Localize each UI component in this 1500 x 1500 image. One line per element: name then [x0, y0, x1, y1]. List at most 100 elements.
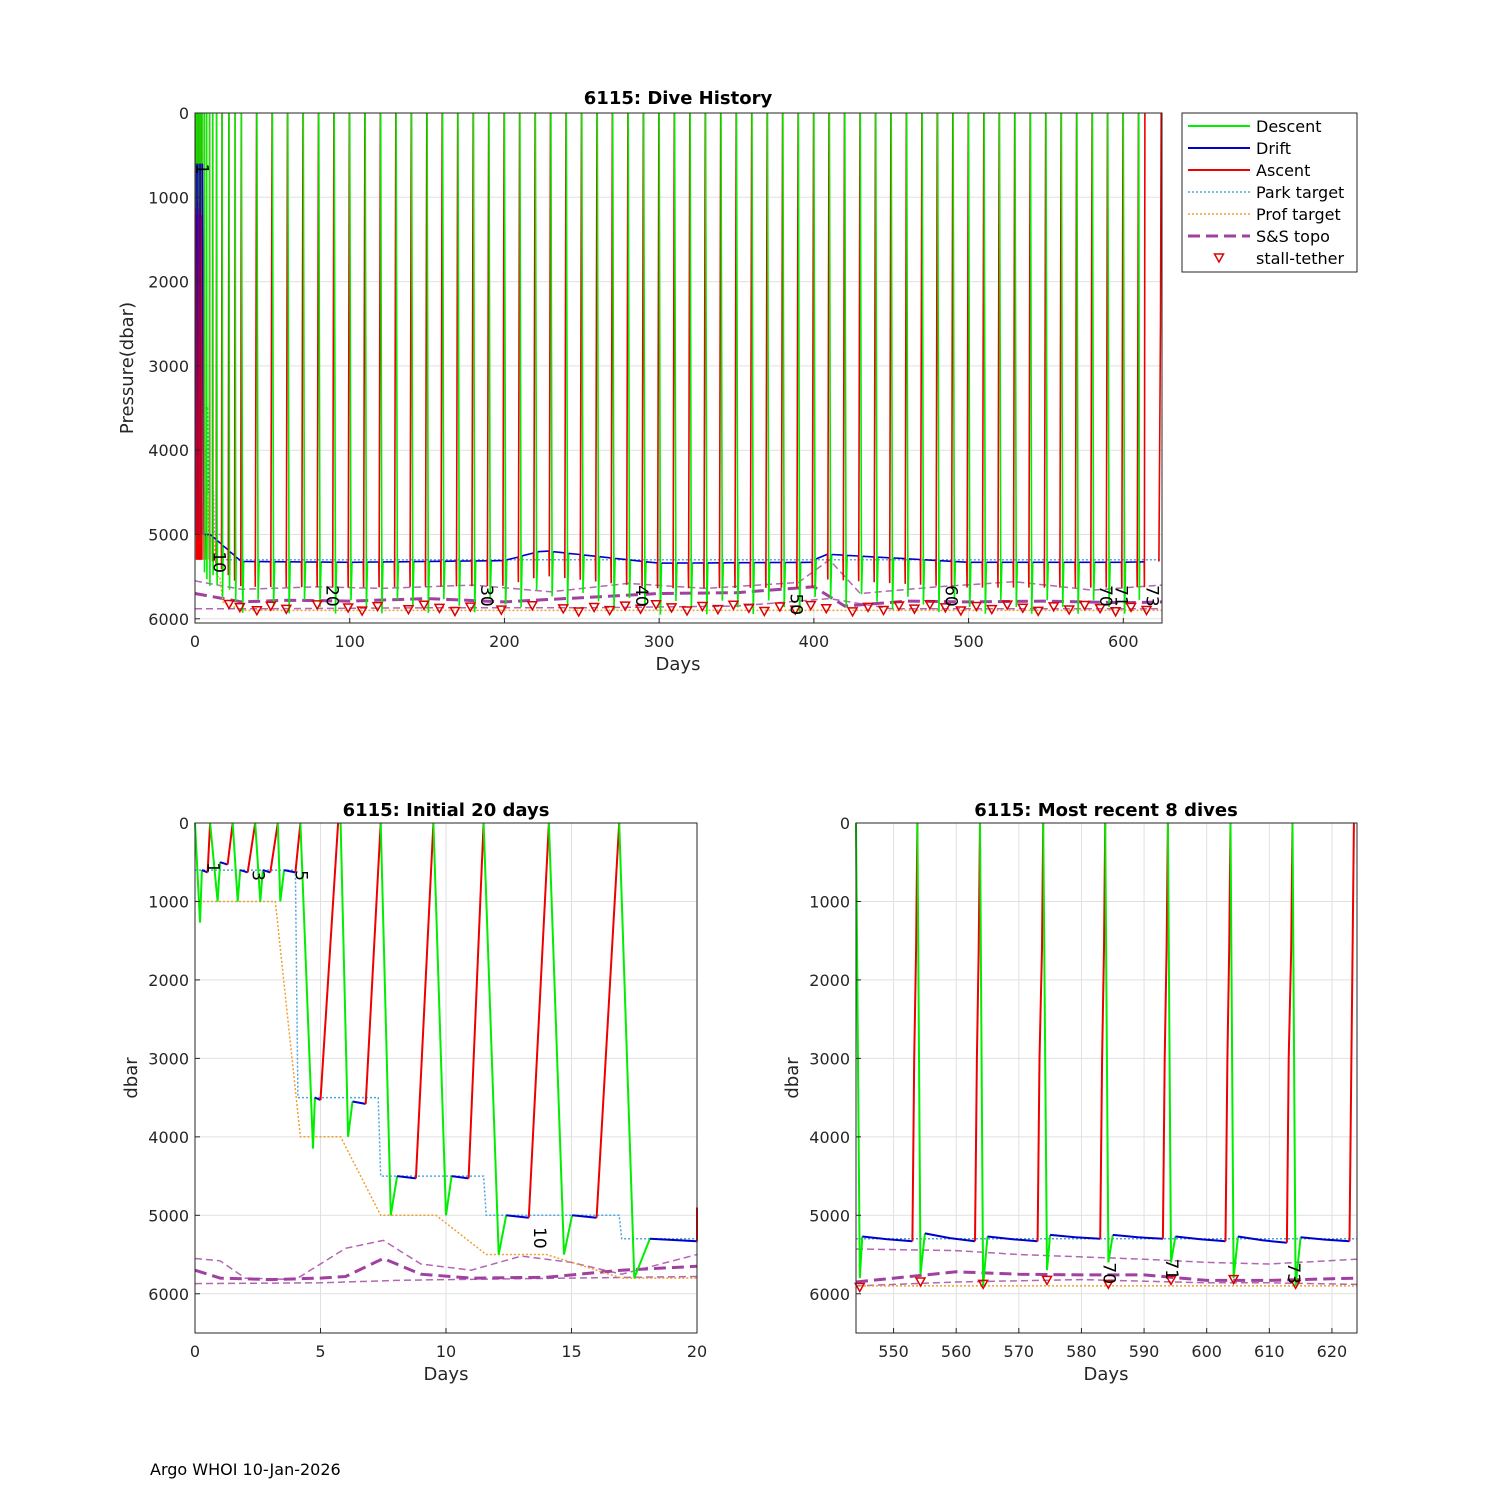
history-descent-line — [828, 112, 833, 600]
initial-prof-target-line — [195, 900, 697, 1279]
history-descent-line — [1122, 112, 1127, 614]
history-dive-number-label: 73 — [1142, 585, 1162, 607]
history-stall-tether-marker — [1125, 602, 1137, 613]
history-x-tick-label: 100 — [334, 632, 365, 651]
legend-stall-tether-swatch — [1213, 253, 1225, 264]
history-ascent-line — [517, 112, 521, 583]
history-descent-line — [441, 112, 446, 600]
history-descent-line — [240, 112, 245, 613]
history-descent-line — [534, 112, 539, 590]
history-descent-line — [221, 112, 224, 598]
history-stall-tether-marker — [696, 601, 709, 613]
legend-items: Descent Drift Ascent Park target Prof target… — [1188, 117, 1344, 268]
history-stall-tether-marker — [986, 604, 998, 616]
history-ascent-line — [439, 112, 443, 587]
history-stall-tether-marker — [712, 604, 724, 616]
recent-descent-line — [1166, 822, 1177, 1263]
history-ascent-line — [656, 112, 660, 589]
initial-ascent-line — [269, 822, 279, 873]
recent-x-tick-label: 570 — [1004, 1342, 1035, 1361]
initial-x-tick-label: 5 — [315, 1342, 325, 1361]
recent-x-tick-label: 590 — [1129, 1342, 1160, 1361]
history-descent-line — [472, 112, 477, 613]
history-x-tick-label: 600 — [1108, 632, 1139, 651]
history-descent-line — [318, 112, 322, 607]
recent-stall-tether-marker — [1041, 1275, 1053, 1286]
history-stall-tether-marker — [970, 601, 983, 613]
history-dive-number-label: 71 — [1111, 585, 1131, 607]
history-stall-tether-marker — [1016, 603, 1029, 614]
history-drift-line — [229, 551, 235, 557]
recent-descent-line — [1042, 822, 1052, 1271]
dive-history-ticks: 0 100 200 300 400 500 600010002000300040005000… — [148, 104, 1138, 651]
initial-y-tick-label: 6000 — [148, 1285, 189, 1304]
initial-ascent-line — [527, 822, 550, 1218]
history-descent-line — [905, 112, 910, 597]
initial-topo-upper-line — [194, 1239, 698, 1281]
history-ascent-line — [316, 112, 320, 588]
history-ascent-line — [470, 112, 474, 587]
history-stall-tether-marker — [665, 603, 678, 614]
recent-dives-data: 70 71 73 — [853, 822, 1358, 1294]
recent-y-tick-label: 3000 — [809, 1049, 850, 1068]
history-descent-line — [921, 112, 926, 605]
history-descent-line — [208, 112, 211, 586]
history-ascent-line — [1027, 112, 1031, 588]
history-stall-tether-marker — [342, 603, 354, 614]
initial-ascent-line — [294, 822, 302, 873]
history-descent-line — [813, 112, 817, 597]
history-drift-line — [847, 554, 859, 557]
history-ascent-line — [610, 112, 614, 584]
initial-y-tick-label: 3000 — [148, 1049, 189, 1068]
history-descent-line — [611, 112, 616, 610]
history-descent-line — [212, 112, 215, 576]
initial-descent-line — [618, 822, 651, 1279]
initial-x-tick-label: 0 — [190, 1342, 200, 1361]
history-stall-tether-marker — [251, 605, 263, 617]
history-descent-line — [503, 112, 508, 605]
footer-credit: Argo WHOI 10-Jan-2026 — [150, 1460, 341, 1479]
history-descent-line — [581, 112, 585, 594]
history-drift-line — [553, 550, 565, 554]
history-x-tick-label: 300 — [644, 632, 675, 651]
history-ascent-line — [269, 112, 273, 588]
history-ascent-line — [486, 112, 490, 587]
history-drift-line — [908, 558, 921, 561]
initial-descent-line — [231, 822, 242, 902]
recent-y-tick-label: 2000 — [809, 971, 850, 990]
initial-descent-line — [299, 822, 316, 1149]
history-stall-tether-marker — [265, 601, 277, 612]
history-stall-tether-marker — [1078, 600, 1091, 612]
history-stall-tether-marker — [805, 600, 817, 612]
history-stall-tether-marker — [1063, 605, 1075, 616]
history-y-tick-label: 0 — [179, 104, 189, 123]
history-stall-tether-marker — [1140, 605, 1153, 616]
history-descent-line — [234, 112, 237, 602]
history-ascent-line — [687, 112, 691, 589]
history-descent-line — [1138, 112, 1141, 600]
legend: Descent Drift Ascent Park target Prof target… — [1181, 112, 1358, 273]
recent-ascent-line — [1285, 822, 1294, 1243]
initial-ascent-line — [595, 822, 621, 1218]
history-descent-line — [673, 112, 678, 602]
history-stall-tether-marker — [234, 602, 246, 614]
history-descent-line — [215, 112, 219, 586]
recent-drift-line — [1175, 1235, 1226, 1243]
history-ascent-line — [1136, 112, 1140, 588]
dive-history-title: 6115: Dive History — [584, 88, 773, 109]
history-stall-tether-marker — [789, 605, 802, 616]
history-ascent-line — [579, 112, 583, 580]
history-ascent-line — [1058, 112, 1062, 588]
history-ascent-line — [764, 112, 768, 588]
recent-topo-main-line — [855, 1270, 1358, 1284]
history-descent-line — [550, 112, 554, 597]
history-ascent-line — [749, 112, 753, 588]
history-ascent-line — [563, 112, 567, 579]
recent-descent-line — [1229, 822, 1239, 1279]
history-descent-line — [875, 112, 879, 602]
recent-ascent-line — [974, 822, 981, 1242]
history-stall-tether-marker — [634, 604, 647, 615]
history-ascent-line — [1158, 112, 1162, 562]
recent-y-tick-label: 5000 — [809, 1206, 850, 1225]
initial-descent-line — [276, 822, 286, 902]
